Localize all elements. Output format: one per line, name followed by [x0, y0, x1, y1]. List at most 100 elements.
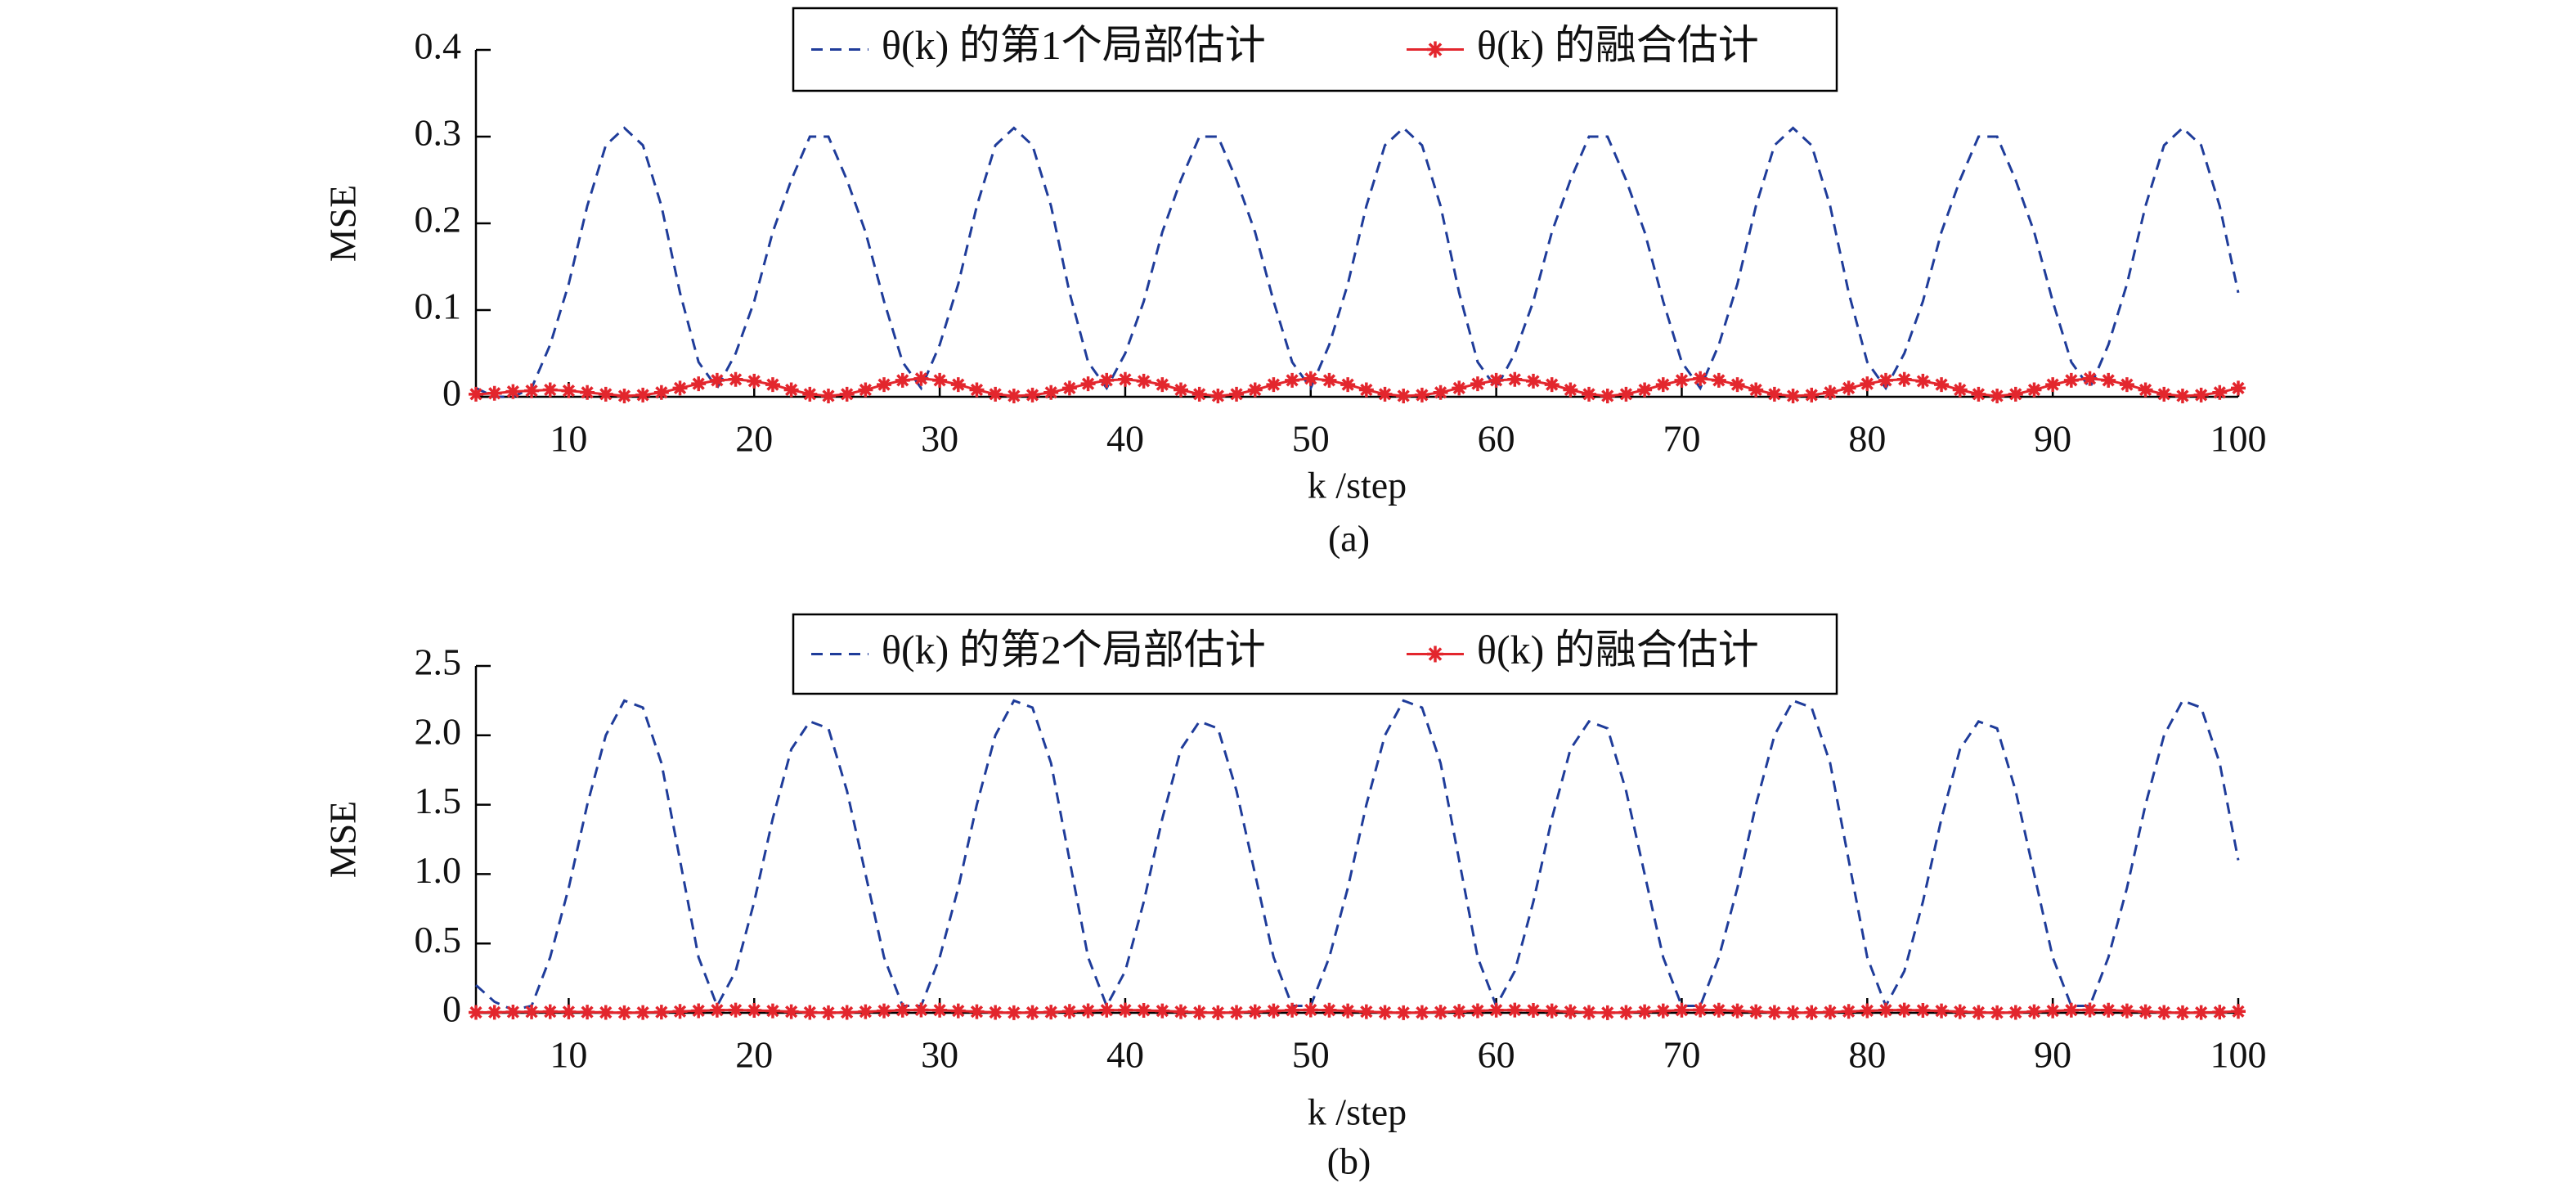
point-marker [542, 1004, 558, 1019]
point-marker [1766, 1005, 1782, 1020]
x-tick-label: 100 [2210, 1034, 2267, 1076]
point-marker [672, 1004, 688, 1019]
point-marker [1433, 1005, 1448, 1020]
point-marker [783, 1004, 799, 1019]
point-marker [1711, 1002, 1726, 1018]
point-marker [2156, 386, 2172, 402]
point-marker [617, 388, 632, 403]
point-marker [895, 1002, 910, 1018]
point-marker [1377, 1005, 1393, 1020]
point-marker [839, 386, 855, 402]
point-marker [988, 1005, 1003, 1020]
series-line [474, 699, 2240, 1012]
point-marker [877, 377, 892, 393]
y-tick-label: 0.2 [415, 199, 462, 241]
subplot-caption: (b) [1327, 1140, 1371, 1182]
point-marker [858, 1004, 873, 1019]
point-marker [1674, 1002, 1690, 1018]
point-marker [1452, 380, 1467, 396]
point-marker [1285, 372, 1300, 388]
point-marker [1693, 1002, 1708, 1018]
point-marker [1099, 372, 1115, 388]
point-marker [821, 1005, 836, 1020]
point-marker [1655, 1003, 1671, 1019]
point-marker [1637, 1004, 1653, 1019]
x-tick-label: 100 [2210, 418, 2267, 460]
legend-box [792, 7, 1838, 92]
point-marker [765, 1003, 780, 1019]
point-marker [1693, 371, 1708, 386]
point-marker [747, 373, 762, 389]
point-marker [2212, 1005, 2228, 1020]
point-marker [1637, 382, 1653, 398]
point-marker [1990, 1005, 2005, 1020]
point-marker [469, 386, 483, 402]
point-marker [1452, 1004, 1467, 1019]
point-marker [1526, 373, 1541, 389]
point-marker [1006, 1005, 1021, 1020]
point-marker [1155, 377, 1170, 393]
point-marker [1711, 372, 1726, 388]
point-marker [635, 1005, 651, 1020]
point-marker [1174, 382, 1188, 398]
point-marker [783, 382, 799, 398]
point-marker [1785, 1005, 1801, 1020]
y-tick-label: 1.5 [415, 780, 462, 821]
point-marker [2026, 382, 2042, 398]
point-marker [1822, 385, 1838, 400]
x-axis-label: k /step [1308, 1091, 1407, 1133]
point-marker [1488, 372, 1504, 388]
point-marker [2212, 385, 2228, 400]
point-marker [1618, 1005, 1634, 1020]
point-marker [653, 1005, 669, 1020]
y-tick-label: 0 [442, 988, 461, 1030]
point-marker [709, 1002, 725, 1018]
x-tick-label: 70 [1663, 1034, 1700, 1076]
x-tick-label: 60 [1478, 1034, 1515, 1076]
point-marker [1544, 1003, 1560, 1019]
point-marker [1582, 386, 1597, 402]
point-marker [2008, 1005, 2023, 1020]
point-marker [487, 1005, 502, 1020]
point-marker [1136, 1002, 1151, 1018]
y-axis-label: MSE [322, 185, 364, 263]
point-marker [1340, 1003, 1356, 1019]
point-marker [561, 1004, 577, 1019]
point-marker [691, 376, 707, 392]
point-marker [2101, 1002, 2116, 1018]
x-tick-label: 10 [550, 418, 587, 460]
y-tick-label: 2.0 [415, 710, 462, 752]
point-marker [728, 371, 743, 387]
point-marker [2119, 1003, 2134, 1019]
chart: 0 0.5 1.0 1.5 2.0 2.5 10 20 30 40 50 60 70 80 90 100 k /… [322, 613, 2267, 1182]
x-tick-label: 30 [921, 1034, 958, 1076]
point-marker [1878, 372, 1893, 388]
point-marker [1730, 377, 1745, 393]
point-marker [1117, 1002, 1133, 1018]
legend-text: θ(k) 的融合估计 [1477, 22, 1759, 68]
point-marker [672, 380, 688, 396]
series-line [475, 126, 2240, 398]
point-marker [635, 387, 651, 403]
point-marker [2045, 1003, 2061, 1019]
point-marker [1841, 380, 1856, 396]
point-marker [1025, 387, 1040, 403]
point-marker [1433, 385, 1448, 400]
point-marker [469, 1005, 483, 1020]
point-marker [617, 1005, 632, 1020]
point-marker [691, 1003, 707, 1019]
point-marker [913, 371, 929, 386]
point-marker [1582, 1005, 1597, 1020]
x-tick-label: 30 [921, 418, 958, 460]
point-marker [2231, 380, 2246, 396]
point-marker [1934, 1003, 1950, 1019]
point-marker [877, 1003, 892, 1019]
point-marker [2193, 387, 2209, 403]
point-marker [2174, 1005, 2190, 1020]
x-tick-label: 90 [2034, 418, 2071, 460]
point-marker [988, 386, 1003, 402]
point-marker [505, 384, 521, 399]
point-marker [950, 377, 966, 393]
point-marker [1730, 1003, 1745, 1019]
point-marker [1618, 386, 1634, 402]
